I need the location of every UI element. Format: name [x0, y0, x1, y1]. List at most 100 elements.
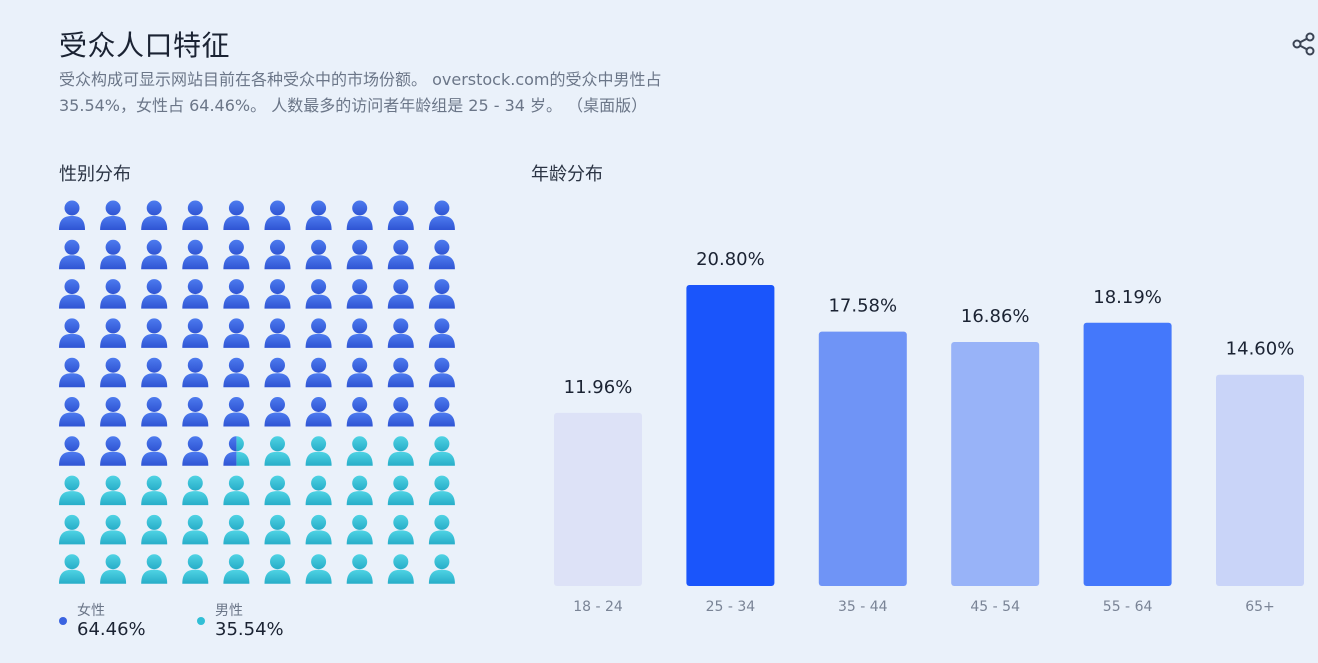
female-person-icon [305, 200, 332, 230]
female-person-icon [264, 279, 291, 309]
female-person-icon [100, 436, 127, 466]
female-person-icon [59, 318, 85, 348]
female-person-icon [100, 318, 127, 348]
female-person-icon [387, 239, 414, 270]
female-person-icon [141, 279, 168, 309]
female-person-icon [59, 200, 85, 230]
male-person-icon [305, 554, 332, 584]
female-person-icon [141, 436, 168, 466]
female-person-icon [305, 357, 332, 388]
male-person-icon [141, 554, 168, 584]
male-person-icon [182, 554, 209, 584]
description-line-2: 35.54%，女性占 64.46%。 人数最多的访问者年龄组是 25 - 34 … [59, 96, 648, 115]
female-person-icon [59, 357, 85, 388]
male-person-icon [223, 514, 250, 545]
male-person-icon [387, 436, 414, 466]
age-bar-value-label: 11.96% [564, 377, 633, 398]
description-line-1: 受众构成可显示网站目前在各种受众中的市场份额。 overstock.com的受众… [59, 70, 662, 89]
female-person-icon [264, 239, 291, 270]
male-person-icon [59, 514, 85, 545]
female-person-icon [387, 318, 414, 348]
female-person-icon [428, 397, 455, 427]
female-person-icon [141, 397, 168, 427]
age-bar-value-label: 17.58% [828, 296, 897, 317]
male-person-icon [141, 475, 168, 506]
age-category-label: 65+ [1245, 599, 1275, 615]
female-person-icon [182, 397, 209, 427]
female-person-icon [223, 279, 250, 309]
female-person-icon [346, 318, 373, 348]
female-person-icon [100, 200, 127, 230]
female-person-icon [428, 200, 455, 230]
female-person-icon [59, 239, 85, 270]
male-person-icon [264, 554, 291, 584]
female-person-icon [59, 397, 85, 427]
female-person-icon [387, 279, 414, 309]
age-bar-value-label: 18.19% [1093, 287, 1162, 308]
female-person-icon [346, 279, 373, 309]
female-person-icon [305, 318, 332, 348]
male-person-icon [428, 554, 455, 584]
age-bar[interactable] [686, 285, 775, 586]
age-bar[interactable] [1083, 322, 1172, 586]
age-category-label: 18 - 24 [573, 599, 623, 615]
male-person-icon [141, 514, 168, 545]
female-person-icon [346, 357, 373, 388]
female-person-icon [264, 357, 291, 388]
gender-section-title: 性别分布 [59, 164, 131, 185]
female-person-icon [264, 318, 291, 348]
age-category-label: 35 - 44 [838, 599, 888, 615]
male-legend-label: 男性 [215, 603, 243, 619]
female-person-icon [223, 397, 250, 427]
male-person-icon [346, 436, 373, 466]
female-person-icon [428, 279, 455, 309]
description: 受众构成可显示网站目前在各种受众中的市场份额。 overstock.com的受众… [59, 67, 739, 119]
female-person-icon [223, 318, 250, 348]
female-person-icon [346, 200, 373, 230]
male-person-icon [305, 436, 332, 466]
age-bar[interactable] [951, 342, 1040, 586]
female-person-icon [305, 397, 332, 427]
age-bar[interactable] [554, 412, 642, 586]
male-person-icon [346, 475, 373, 506]
male-person-icon [305, 475, 332, 506]
female-person-icon [141, 239, 168, 270]
male-person-icon [182, 475, 209, 506]
female-person-icon [428, 239, 455, 270]
male-person-icon [223, 475, 250, 506]
male-person-icon [100, 475, 127, 506]
age-bar-value-label: 20.80% [696, 249, 765, 270]
female-person-icon [223, 239, 250, 270]
male-legend-dot [197, 617, 205, 625]
age-category-label: 55 - 64 [1103, 599, 1153, 615]
female-person-icon [346, 397, 373, 427]
female-person-icon [223, 200, 250, 230]
female-person-icon [59, 436, 85, 466]
female-person-icon [59, 279, 85, 309]
female-person-icon [182, 357, 209, 388]
age-bar[interactable] [818, 331, 907, 586]
female-person-icon [141, 357, 168, 388]
gender-people-grid [59, 200, 455, 584]
share-icon[interactable] [1291, 31, 1317, 57]
male-person-icon [346, 514, 373, 545]
male-person-icon [428, 514, 455, 545]
female-legend-dot [59, 617, 67, 625]
male-person-icon [428, 475, 455, 506]
age-bar[interactable] [1216, 374, 1304, 586]
female-legend-label: 女性 [77, 603, 105, 619]
male-person-icon [59, 554, 85, 584]
male-legend-value: 35.54% [215, 619, 284, 640]
female-person-icon [182, 279, 209, 309]
age-bar-value-label: 16.86% [961, 306, 1030, 327]
female-person-icon [182, 318, 209, 348]
male-person-icon [264, 475, 291, 506]
female-person-icon [182, 239, 209, 270]
female-person-icon [141, 318, 168, 348]
page-title: 受众人口特征 [59, 29, 231, 62]
male-person-icon [236, 436, 250, 466]
female-person-icon [182, 200, 209, 230]
male-person-icon [387, 554, 414, 584]
female-person-icon [141, 200, 168, 230]
male-person-icon [100, 514, 127, 545]
